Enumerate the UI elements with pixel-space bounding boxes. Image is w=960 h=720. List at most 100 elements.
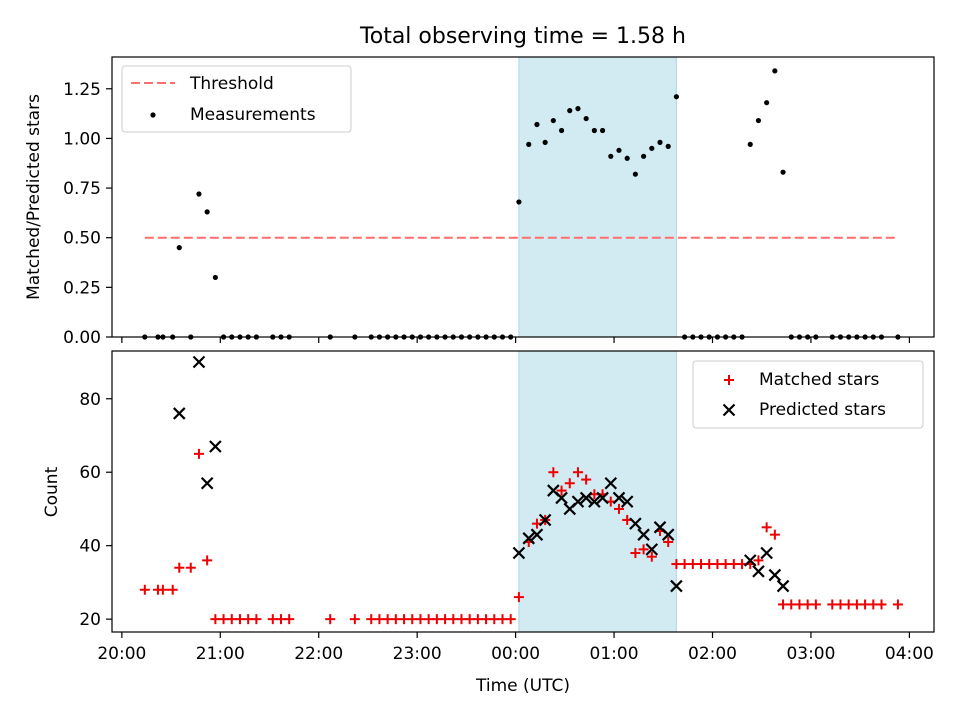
- y-tick-label: 0.00: [63, 328, 101, 348]
- measurement-point: [558, 127, 565, 134]
- x-tick-label: 00:00: [491, 644, 540, 664]
- matched-point: [810, 599, 821, 610]
- predicted-point: [637, 528, 650, 541]
- matched-point: [174, 562, 185, 573]
- observing-span: [518, 56, 677, 338]
- top-y-axis-label: Matched/Predicted stars: [24, 94, 44, 300]
- x-tick-label: 23:00: [393, 644, 442, 664]
- matched-point: [349, 614, 360, 625]
- predicted-point: [571, 495, 585, 508]
- predicted-point: [661, 528, 675, 541]
- predicted-point: [612, 491, 626, 505]
- measurement-point: [624, 155, 630, 161]
- matched-point: [157, 584, 168, 595]
- legend-predicted-swatch: [722, 403, 736, 417]
- matched-point: [663, 537, 674, 548]
- measurement-point: [780, 169, 786, 175]
- measurement-point: [665, 143, 671, 149]
- predicted-point: [530, 528, 544, 541]
- matched-point: [646, 551, 657, 562]
- predicted-point: [588, 495, 601, 508]
- matched-point: [753, 555, 764, 566]
- top-legend: Threshold Measurements: [121, 65, 352, 133]
- predicted-point: [620, 495, 634, 508]
- matched-point: [761, 522, 772, 533]
- measurement-point: [526, 141, 532, 147]
- measurement-point: [632, 171, 638, 177]
- y-tick-label: 1.00: [63, 129, 101, 149]
- y-tick-label: 0.50: [63, 229, 101, 249]
- measurement-point: [599, 127, 606, 134]
- predicted-point: [538, 513, 552, 527]
- legend-predicted-label: Predicted stars: [759, 400, 886, 420]
- axes-frame: [111, 56, 935, 338]
- top-legend-box: [121, 65, 352, 133]
- predicted-point: [743, 554, 757, 567]
- x-tick-label: 04:00: [885, 644, 934, 664]
- x-tick-label: 21:00: [196, 644, 245, 664]
- measurement-point: [755, 117, 762, 124]
- matched-point: [548, 467, 559, 478]
- measurement-point: [657, 139, 663, 145]
- measurement-point: [764, 100, 770, 106]
- matched-point: [202, 555, 213, 566]
- predicted-point: [752, 565, 765, 578]
- matched-point: [613, 503, 624, 514]
- y-tick-label: 0.25: [63, 278, 101, 298]
- predicted-point: [192, 355, 206, 369]
- predicted-point: [645, 543, 659, 556]
- predicted-point: [629, 517, 642, 530]
- measurement-point: [772, 68, 778, 74]
- measurement-point: [196, 191, 202, 197]
- y-tick-label: 0.75: [63, 179, 101, 199]
- predicted-point: [200, 476, 214, 490]
- matched-point: [630, 548, 641, 559]
- measurement-point: [176, 245, 182, 251]
- x-tick-label: 20:00: [97, 644, 146, 664]
- predicted-point: [512, 546, 526, 560]
- measurement-point: [550, 117, 556, 124]
- bottom-legend-box: [692, 360, 924, 429]
- measurement-point: [747, 141, 753, 147]
- measurement-point: [640, 153, 647, 159]
- x-tick-label: 03:00: [786, 644, 835, 664]
- measurement-point: [567, 108, 573, 114]
- measurement-point: [516, 199, 522, 205]
- measurement-point: [575, 106, 581, 112]
- y-tick-label: 60: [79, 463, 101, 483]
- measurement-point: [542, 139, 548, 145]
- predicted-point: [172, 407, 186, 420]
- matched-point: [167, 584, 178, 595]
- predicted-point: [670, 579, 683, 593]
- measurement-point: [608, 153, 614, 159]
- bottom-y-axis-label: Count: [42, 466, 62, 517]
- predicted-point: [768, 568, 782, 582]
- matched-point: [513, 592, 524, 603]
- predicted-point: [760, 546, 773, 560]
- predicted-point: [776, 579, 790, 593]
- y-tick-label: 20: [79, 610, 101, 630]
- bottom-legend: Matched stars Predicted stars: [692, 360, 924, 429]
- matched-point: [505, 614, 516, 625]
- matched-point: [638, 544, 649, 555]
- legend-matched-swatch: [724, 375, 734, 385]
- measurement-point: [534, 121, 540, 128]
- x-tick-label: 02:00: [688, 644, 737, 664]
- y-tick-label: 80: [79, 390, 101, 410]
- matched-point: [876, 599, 887, 610]
- predicted-point: [555, 491, 568, 505]
- matched-point: [251, 614, 262, 625]
- measurement-point: [673, 94, 680, 100]
- predicted-point: [604, 476, 618, 490]
- x-tick-label: 22:00: [294, 644, 343, 664]
- matched-point: [572, 467, 583, 478]
- predicted-point: [596, 491, 609, 505]
- measurement-point: [591, 127, 597, 134]
- measurement-point: [212, 274, 218, 281]
- matched-point: [581, 474, 592, 485]
- matched-point: [139, 584, 150, 595]
- measurement-point: [583, 115, 589, 122]
- matched-point: [193, 448, 204, 459]
- matched-point: [892, 599, 903, 610]
